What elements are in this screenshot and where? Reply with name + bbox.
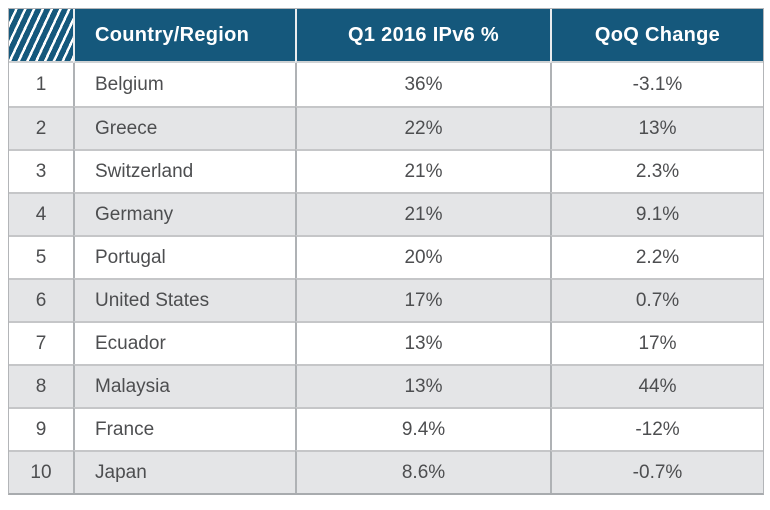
ipv6-cell: 17% [295, 278, 550, 321]
table-row-greece: 2 Greece 22% 13% [9, 106, 763, 149]
ipv6-cell: 21% [295, 192, 550, 235]
table-row-portugal: 5 Portugal 20% 2.2% [9, 235, 763, 278]
rank-cell: 10 [9, 450, 73, 493]
header-q1-2016-ipv6: Q1 2016 IPv6 % [295, 9, 550, 63]
table-row-switzerland: 3 Switzerland 21% 2.3% [9, 149, 763, 192]
qoq-cell: -3.1% [550, 63, 763, 106]
header-row: Country/Region Q1 2016 IPv6 % QoQ Change [9, 9, 763, 63]
qoq-cell: -12% [550, 407, 763, 450]
qoq-cell: 17% [550, 321, 763, 364]
rank-cell: 6 [9, 278, 73, 321]
table-row-france: 9 France 9.4% -12% [9, 407, 763, 450]
country-cell: Germany [73, 192, 295, 235]
qoq-cell: 9.1% [550, 192, 763, 235]
rank-cell: 8 [9, 364, 73, 407]
ipv6-cell: 22% [295, 106, 550, 149]
rank-cell: 3 [9, 149, 73, 192]
country-cell: United States [73, 278, 295, 321]
country-cell: Japan [73, 450, 295, 493]
ipv6-cell: 8.6% [295, 450, 550, 493]
table-row-malaysia: 8 Malaysia 13% 44% [9, 364, 763, 407]
table-row-belgium: 1 Belgium 36% -3.1% [9, 63, 763, 106]
ipv6-cell: 36% [295, 63, 550, 106]
rank-cell: 1 [9, 63, 73, 106]
rank-cell: 2 [9, 106, 73, 149]
table-row-germany: 4 Germany 21% 9.1% [9, 192, 763, 235]
qoq-cell: 44% [550, 364, 763, 407]
qoq-cell: 2.2% [550, 235, 763, 278]
qoq-cell: 0.7% [550, 278, 763, 321]
rank-cell: 5 [9, 235, 73, 278]
ipv6-cell: 13% [295, 364, 550, 407]
table-row-united-states: 6 United States 17% 0.7% [9, 278, 763, 321]
ipv6-cell: 20% [295, 235, 550, 278]
qoq-cell: -0.7% [550, 450, 763, 493]
qoq-cell: 2.3% [550, 149, 763, 192]
corner-hatch-cell [9, 9, 73, 63]
table-row-ecuador: 7 Ecuador 13% 17% [9, 321, 763, 364]
country-cell: Greece [73, 106, 295, 149]
qoq-cell: 13% [550, 106, 763, 149]
rank-cell: 7 [9, 321, 73, 364]
rank-cell: 4 [9, 192, 73, 235]
header-country-region: Country/Region [73, 9, 295, 63]
header-qoq-change: QoQ Change [550, 9, 763, 63]
country-cell: France [73, 407, 295, 450]
ipv6-adoption-table: Country/Region Q1 2016 IPv6 % QoQ Change… [8, 8, 764, 495]
rank-cell: 9 [9, 407, 73, 450]
ipv6-cell: 21% [295, 149, 550, 192]
country-cell: Belgium [73, 63, 295, 106]
ipv6-cell: 9.4% [295, 407, 550, 450]
table-row-japan: 10 Japan 8.6% -0.7% [9, 450, 763, 493]
country-cell: Portugal [73, 235, 295, 278]
country-cell: Malaysia [73, 364, 295, 407]
country-cell: Switzerland [73, 149, 295, 192]
ipv6-cell: 13% [295, 321, 550, 364]
country-cell: Ecuador [73, 321, 295, 364]
